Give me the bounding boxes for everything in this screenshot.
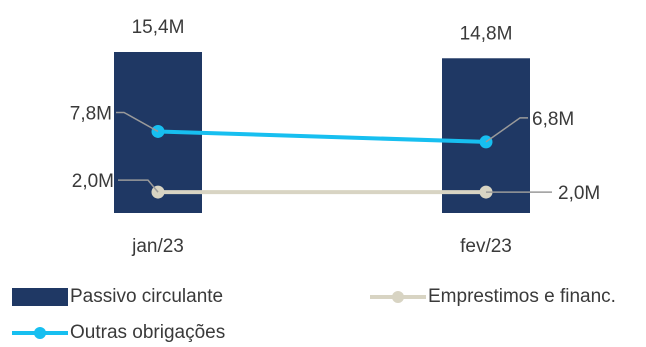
legend-label-outras: Outras obrigações (70, 322, 226, 343)
point-label-outras-0: 7,8M (70, 103, 112, 124)
x-tick-label-0: jan/23 (131, 236, 184, 257)
leader-outras-0 (116, 111, 159, 133)
legend-label-emprestimos: Emprestimos e financ. (428, 286, 616, 307)
legend-label-passivo: Passivo circulante (70, 286, 224, 307)
leader-emprestimos-0 (118, 179, 159, 193)
legend-swatch-passivo (12, 288, 68, 306)
legend-swatch-outras (12, 326, 68, 340)
legend-swatch-emprestimos (370, 290, 426, 304)
leader-outras-1 (485, 117, 528, 143)
bar-value-label-0: 15,4M (132, 17, 185, 38)
legend-item-outras: Outras obrigações (12, 322, 225, 344)
point-label-outras-1: 6,8M (532, 109, 574, 130)
bar-value-label-1: 14,8M (460, 23, 513, 44)
x-tick-label-1: fev/23 (460, 236, 512, 257)
legend-item-passivo: Passivo circulante (12, 286, 223, 308)
line-outras (156, 129, 488, 144)
point-label-emprestimos-1: 2,0M (558, 183, 600, 204)
point-label-emprestimos-0: 2,0M (72, 171, 114, 192)
legend-item-emprestimos: Emprestimos e financ. (370, 286, 616, 308)
chart: 15,4M 14,8M jan/23 fev/23 7,8M 6,8M 2,0M 2,0M (70, 17, 601, 257)
